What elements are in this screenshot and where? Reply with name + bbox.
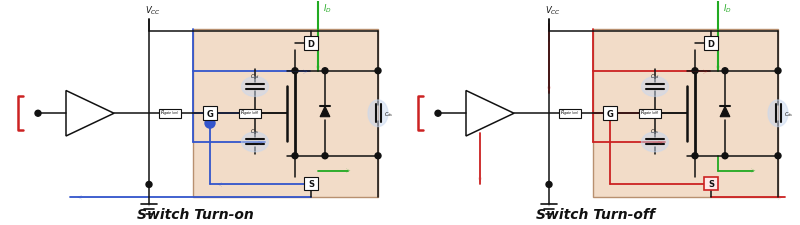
Text: D: D: [707, 39, 714, 48]
Text: $C_{ds}$: $C_{ds}$: [783, 109, 793, 118]
Bar: [704, 177, 718, 191]
Bar: [159, 109, 181, 118]
Circle shape: [692, 68, 698, 74]
Circle shape: [435, 111, 441, 117]
Ellipse shape: [242, 133, 269, 152]
Circle shape: [722, 153, 728, 159]
Circle shape: [375, 68, 381, 74]
Bar: [203, 107, 217, 121]
Ellipse shape: [768, 100, 788, 127]
Text: $V_{CC}$: $V_{CC}$: [545, 5, 561, 17]
Circle shape: [146, 182, 152, 188]
Text: $R_{gate(on)}$: $R_{gate(on)}$: [160, 108, 180, 119]
Circle shape: [605, 109, 615, 119]
Bar: [304, 37, 318, 51]
Text: $R_{gate(off)}$: $R_{gate(off)}$: [240, 108, 260, 119]
Circle shape: [292, 153, 298, 159]
Bar: [603, 107, 617, 121]
Text: $I_D$: $I_D$: [723, 3, 732, 15]
Text: $R_{gate(off)}$: $R_{gate(off)}$: [640, 108, 660, 119]
Circle shape: [546, 182, 552, 188]
Circle shape: [692, 153, 698, 159]
Circle shape: [292, 68, 298, 74]
Text: $V_{CC}$: $V_{CC}$: [145, 5, 161, 17]
Bar: [559, 109, 581, 118]
Circle shape: [775, 68, 781, 74]
Text: D: D: [307, 39, 314, 48]
Bar: [639, 109, 661, 118]
Text: $C_{gs}$: $C_{gs}$: [650, 128, 660, 138]
Circle shape: [35, 111, 41, 117]
Text: $R_{gate(on)}$: $R_{gate(on)}$: [560, 108, 580, 119]
Polygon shape: [320, 107, 330, 117]
Ellipse shape: [642, 133, 669, 152]
Bar: [304, 177, 318, 191]
Circle shape: [322, 68, 328, 74]
Text: $C_{ds}$: $C_{ds}$: [383, 109, 393, 118]
Text: S: S: [308, 179, 314, 188]
Text: $I_D$: $I_D$: [323, 3, 332, 15]
Circle shape: [205, 119, 215, 128]
Text: $C_{gs}$: $C_{gs}$: [250, 128, 260, 138]
Circle shape: [722, 68, 728, 74]
Ellipse shape: [642, 77, 669, 97]
Text: G: G: [206, 109, 214, 118]
Bar: [704, 37, 718, 51]
Text: G: G: [606, 109, 614, 118]
Text: Switch Turn-on: Switch Turn-on: [137, 207, 254, 221]
Bar: [593, 30, 778, 197]
Circle shape: [375, 153, 381, 159]
Circle shape: [775, 153, 781, 159]
Ellipse shape: [368, 100, 388, 127]
Circle shape: [322, 153, 328, 159]
Bar: [193, 30, 378, 197]
Ellipse shape: [242, 77, 269, 97]
Text: $C_{gd}$: $C_{gd}$: [650, 73, 660, 83]
Text: Switch Turn-off: Switch Turn-off: [535, 207, 654, 221]
Text: $C_{gd}$: $C_{gd}$: [250, 73, 260, 83]
Bar: [239, 109, 261, 118]
Text: S: S: [708, 179, 714, 188]
Polygon shape: [720, 107, 730, 117]
